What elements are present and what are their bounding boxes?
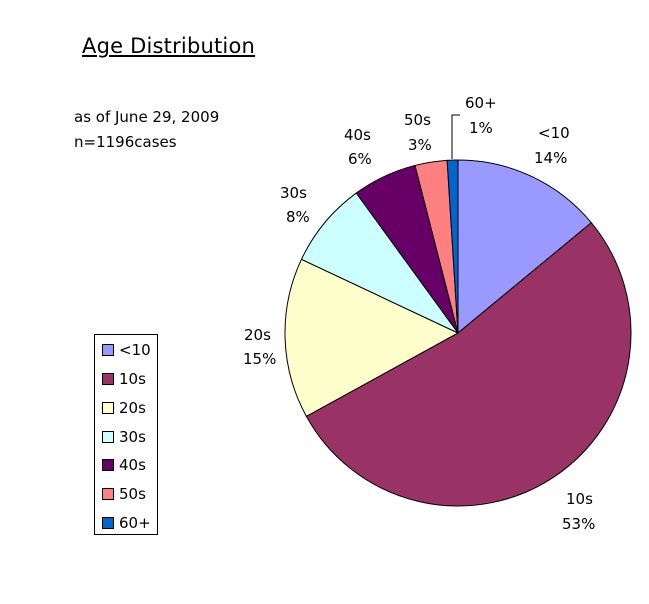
legend-swatch (102, 459, 114, 471)
svg-text:20s: 20s (244, 326, 271, 344)
legend-swatch (102, 402, 114, 414)
slice-label-40s: 40s 6% (344, 126, 372, 168)
legend-item-50s: 50s (102, 484, 146, 504)
slice-label-20s: 20s 15% (243, 326, 276, 368)
legend-item-20s: 20s (102, 398, 146, 418)
svg-text:15%: 15% (243, 350, 276, 368)
slice-label-lt10: <10 14% (534, 124, 570, 167)
legend-item-40s: 40s (102, 455, 146, 475)
legend-swatch (102, 344, 114, 356)
svg-text:14%: 14% (534, 149, 567, 167)
slice-label-50s: 50s 3% (404, 111, 432, 154)
pie-slices (284, 159, 632, 507)
legend-item-lt10: <10 (102, 340, 151, 360)
svg-text:3%: 3% (408, 136, 432, 154)
svg-text:<10: <10 (538, 124, 570, 142)
svg-text:30s: 30s (280, 184, 307, 202)
slice-label-30s: 30s 8% (280, 184, 310, 226)
svg-text:40s: 40s (344, 126, 371, 144)
pie-slice-20s (284, 258, 460, 418)
slice-label-60plus: 60+ 1% (465, 94, 497, 137)
legend-item-10s: 10s (102, 369, 146, 389)
chart-date: as of June 29, 2009 (74, 108, 220, 126)
svg-text:1%: 1% (469, 119, 493, 137)
svg-text:60+: 60+ (465, 94, 497, 112)
pie-slice-60plus (446, 159, 459, 334)
svg-text:53%: 53% (562, 515, 595, 533)
chart-title: Age Distribution (82, 34, 256, 58)
pie-slice-lt10 (457, 159, 593, 335)
legend-item-60plus: 60+ (102, 513, 151, 533)
legend-swatch (102, 517, 114, 529)
chart-legend: <10 10s 20s 30s 40s 50s 60+ (94, 334, 158, 535)
svg-text:50s: 50s (404, 111, 431, 129)
legend-swatch (102, 488, 114, 500)
svg-text:8%: 8% (286, 208, 310, 226)
legend-swatch (102, 431, 114, 443)
pie-slice-10s (305, 222, 632, 507)
chart-sample-size: n=1196cases (74, 133, 177, 151)
slice-label-10s: 10s 53% (562, 490, 595, 533)
legend-swatch (102, 373, 114, 385)
svg-text:6%: 6% (348, 150, 372, 168)
legend-item-30s: 30s (102, 427, 146, 447)
svg-text:10s: 10s (566, 490, 593, 508)
leader-line-60plus (451, 114, 460, 159)
